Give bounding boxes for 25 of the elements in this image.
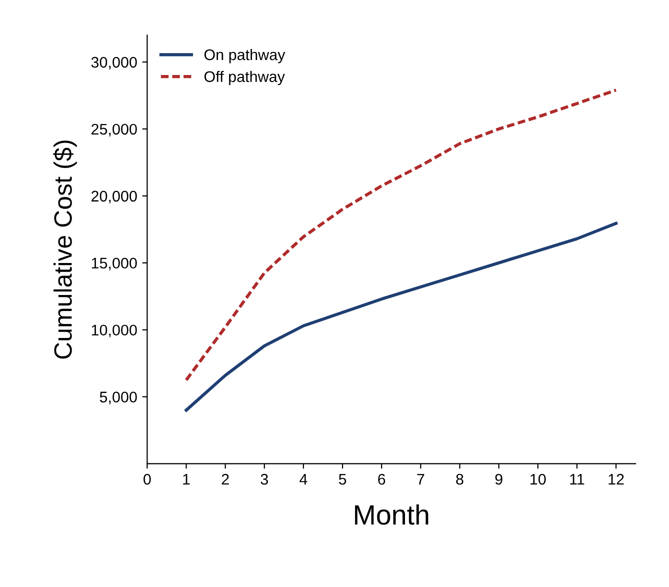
y-tick-label: 25,000	[92, 124, 137, 136]
x-tick-label: 11	[570, 474, 584, 485]
x-tick-label: 1	[183, 474, 190, 485]
x-tick-label: 0	[144, 474, 151, 485]
line-series	[184, 222, 618, 412]
legend-label: On pathway	[204, 48, 286, 64]
x-tick-label: 3	[260, 474, 268, 485]
x-tick-label: 9	[495, 474, 502, 485]
line-series	[184, 88, 618, 382]
x-tick-label: 12	[608, 474, 624, 485]
x-tick-label: 7	[417, 474, 424, 485]
x-axis-title: Month	[355, 504, 428, 525]
x-tick-label: 4	[300, 474, 308, 485]
y-tick-label: 15,000	[92, 258, 137, 270]
y-tick-label: 20,000	[92, 190, 137, 204]
legend-label: Off pathway	[204, 70, 285, 86]
y-tick-label: 10,000	[92, 324, 137, 338]
x-tick-label: 5	[338, 474, 346, 485]
x-tick-label: 10	[530, 474, 546, 485]
y-tick-label: 5,000	[100, 392, 137, 404]
x-tick-label: 2	[222, 474, 229, 485]
x-tick-label: 6	[378, 474, 386, 485]
y-axis-title: Cumulative Cost ($)	[53, 140, 77, 359]
x-tick-label: 8	[456, 474, 464, 485]
y-tick-label: 30,000	[91, 56, 137, 70]
